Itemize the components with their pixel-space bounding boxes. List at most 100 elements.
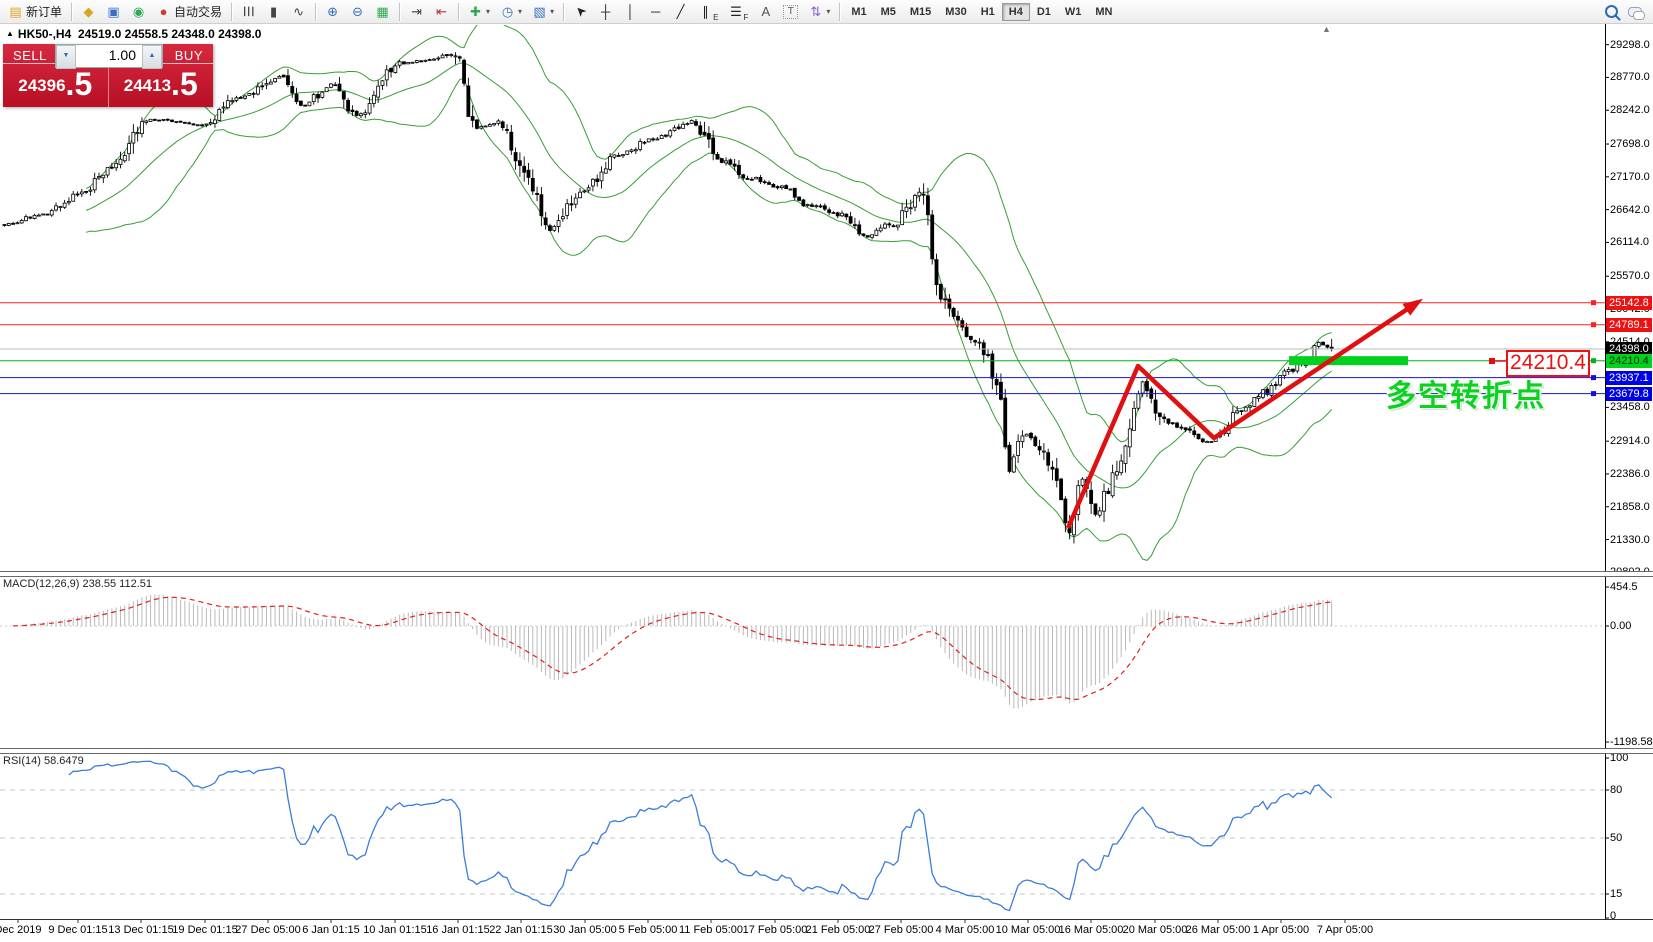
templates-button[interactable]: ▧ ▾ [527, 1, 559, 23]
volume-increase-button[interactable]: ▲ [142, 45, 162, 69]
callout-handle[interactable] [1489, 358, 1495, 364]
search-icon-button[interactable] [1605, 5, 1618, 18]
autotrading-button[interactable]: ● 自动交易 [151, 1, 227, 23]
candle-down [165, 118, 170, 121]
candle-up [831, 212, 836, 215]
candle-up [608, 156, 612, 170]
price-tick-label: 22386.0 [1610, 467, 1650, 480]
macd-splitter[interactable] [0, 571, 1653, 577]
market-icon-button[interactable]: ◆ [76, 1, 101, 23]
line-handle[interactable] [1591, 300, 1596, 306]
candle-down [676, 126, 681, 129]
candle-down [1170, 422, 1175, 425]
candlestick-icon-button[interactable]: ▮ [261, 1, 286, 23]
candle-down [810, 204, 814, 207]
timeframe-m1-button[interactable]: M1 [851, 5, 867, 18]
profile-icon-button[interactable]: ▣ [101, 1, 126, 23]
candle-up [629, 149, 634, 152]
fibonacci-button[interactable]: ☰ F [723, 1, 753, 23]
candle-up [805, 204, 810, 207]
volume-input[interactable]: 1.00 [108, 47, 136, 63]
trend-zigzag-arrow[interactable] [1065, 300, 1420, 529]
timeframe-w1-button[interactable]: W1 [1064, 5, 1082, 18]
horizontal-line-icon: ─ [650, 4, 661, 19]
rsi-splitter[interactable] [0, 748, 1653, 754]
horizontal-line-button[interactable]: ─ [643, 1, 668, 23]
candle-down [1145, 381, 1149, 392]
timeframe-h4-button[interactable]: H4 [1001, 2, 1030, 21]
candle-down [157, 119, 162, 122]
periods-button[interactable]: ◷ ▾ [495, 1, 527, 23]
channel-button[interactable]: ∥ E [693, 1, 723, 23]
candle-down [844, 213, 849, 218]
price-tick-label: 21858.0 [1610, 500, 1650, 513]
candle-up [380, 80, 385, 86]
candle-down [848, 216, 853, 224]
scroll-to-end-marker: ▲ [1322, 24, 1331, 34]
line-chart-icon-button[interactable]: ∿ [286, 1, 311, 23]
chart-shift-button[interactable]: ⇤ [429, 1, 454, 23]
candle-down [28, 216, 33, 219]
candle-down [745, 178, 750, 180]
zoom-out-button[interactable]: ⊖ [345, 1, 370, 23]
bollinger-lower-band [85, 77, 1333, 561]
text-button[interactable]: A [753, 1, 778, 23]
candle-up [685, 123, 690, 125]
toolbar-separator [563, 2, 565, 21]
timeframe-m30-button[interactable]: M30 [945, 5, 967, 18]
timeframe-m15-button[interactable]: M15 [909, 5, 932, 18]
candle-up [492, 123, 497, 126]
signals-icon-button[interactable]: ◉ [126, 1, 151, 23]
chat-icon-button[interactable] [1628, 6, 1645, 20]
candle-down [475, 119, 479, 129]
candle-down [1196, 433, 1201, 440]
timeframe-h1-button[interactable]: H1 [980, 5, 995, 18]
candle-down [702, 131, 707, 136]
crosshair-button[interactable]: ┼ [593, 1, 618, 23]
line-handle[interactable] [1591, 322, 1596, 328]
candle-up [15, 222, 20, 225]
autotrading-icon: ● [159, 4, 168, 19]
candle-up [307, 101, 312, 107]
candle-down [178, 120, 183, 123]
timeframe-d1-button[interactable]: D1 [1036, 5, 1051, 18]
tile-windows-button[interactable]: ▦ [370, 1, 395, 23]
candle-up [131, 131, 136, 144]
text-label-button[interactable]: T [778, 1, 803, 23]
candle-down [11, 222, 15, 225]
candle-up [646, 138, 651, 143]
chart-title: ▲ HK50-,H4 24519.0 24558.5 24348.0 24398.… [6, 27, 261, 41]
timeframe-m5-button[interactable]: M5 [880, 5, 896, 18]
indicators-button[interactable]: ✚ ▾ [463, 1, 495, 23]
candle-up [213, 119, 217, 125]
arrows-button[interactable]: ⇅ ▾ [803, 1, 835, 23]
text-icon: A [761, 4, 771, 19]
candle-up [264, 83, 269, 86]
candle-down [84, 190, 89, 193]
line-handle[interactable] [1591, 391, 1596, 397]
cursor-button[interactable]: ➤ [568, 1, 593, 23]
zoom-in-button[interactable]: ⊕ [320, 1, 345, 23]
line-handle[interactable] [1591, 358, 1596, 364]
candle-up [122, 155, 127, 162]
candle-up [195, 124, 200, 127]
vertical-line-button[interactable]: │ [618, 1, 643, 23]
timeframe-mn-button[interactable]: MN [1095, 5, 1113, 18]
candle-up [724, 160, 728, 164]
candle-down [771, 184, 776, 188]
candle-down [1153, 399, 1158, 414]
candle-down [354, 110, 359, 116]
time-axis-label: 22 Jan 01:15 [489, 924, 553, 936]
candle-down [728, 159, 733, 165]
trendline-button[interactable]: ╱ [668, 1, 693, 23]
bar-chart-icon-button[interactable]: ☰ [236, 1, 261, 23]
candle-up [814, 205, 819, 208]
line-handle[interactable] [1591, 375, 1596, 381]
candle-down [1046, 452, 1051, 466]
new-order-button[interactable]: ▤ 新订单 [3, 1, 67, 23]
volume-decrease-button[interactable]: ▼ [56, 45, 76, 69]
auto-scroll-button[interactable]: ⇥ [404, 1, 429, 23]
candle-up [779, 185, 784, 189]
green-highlight-bar[interactable] [1289, 356, 1408, 366]
